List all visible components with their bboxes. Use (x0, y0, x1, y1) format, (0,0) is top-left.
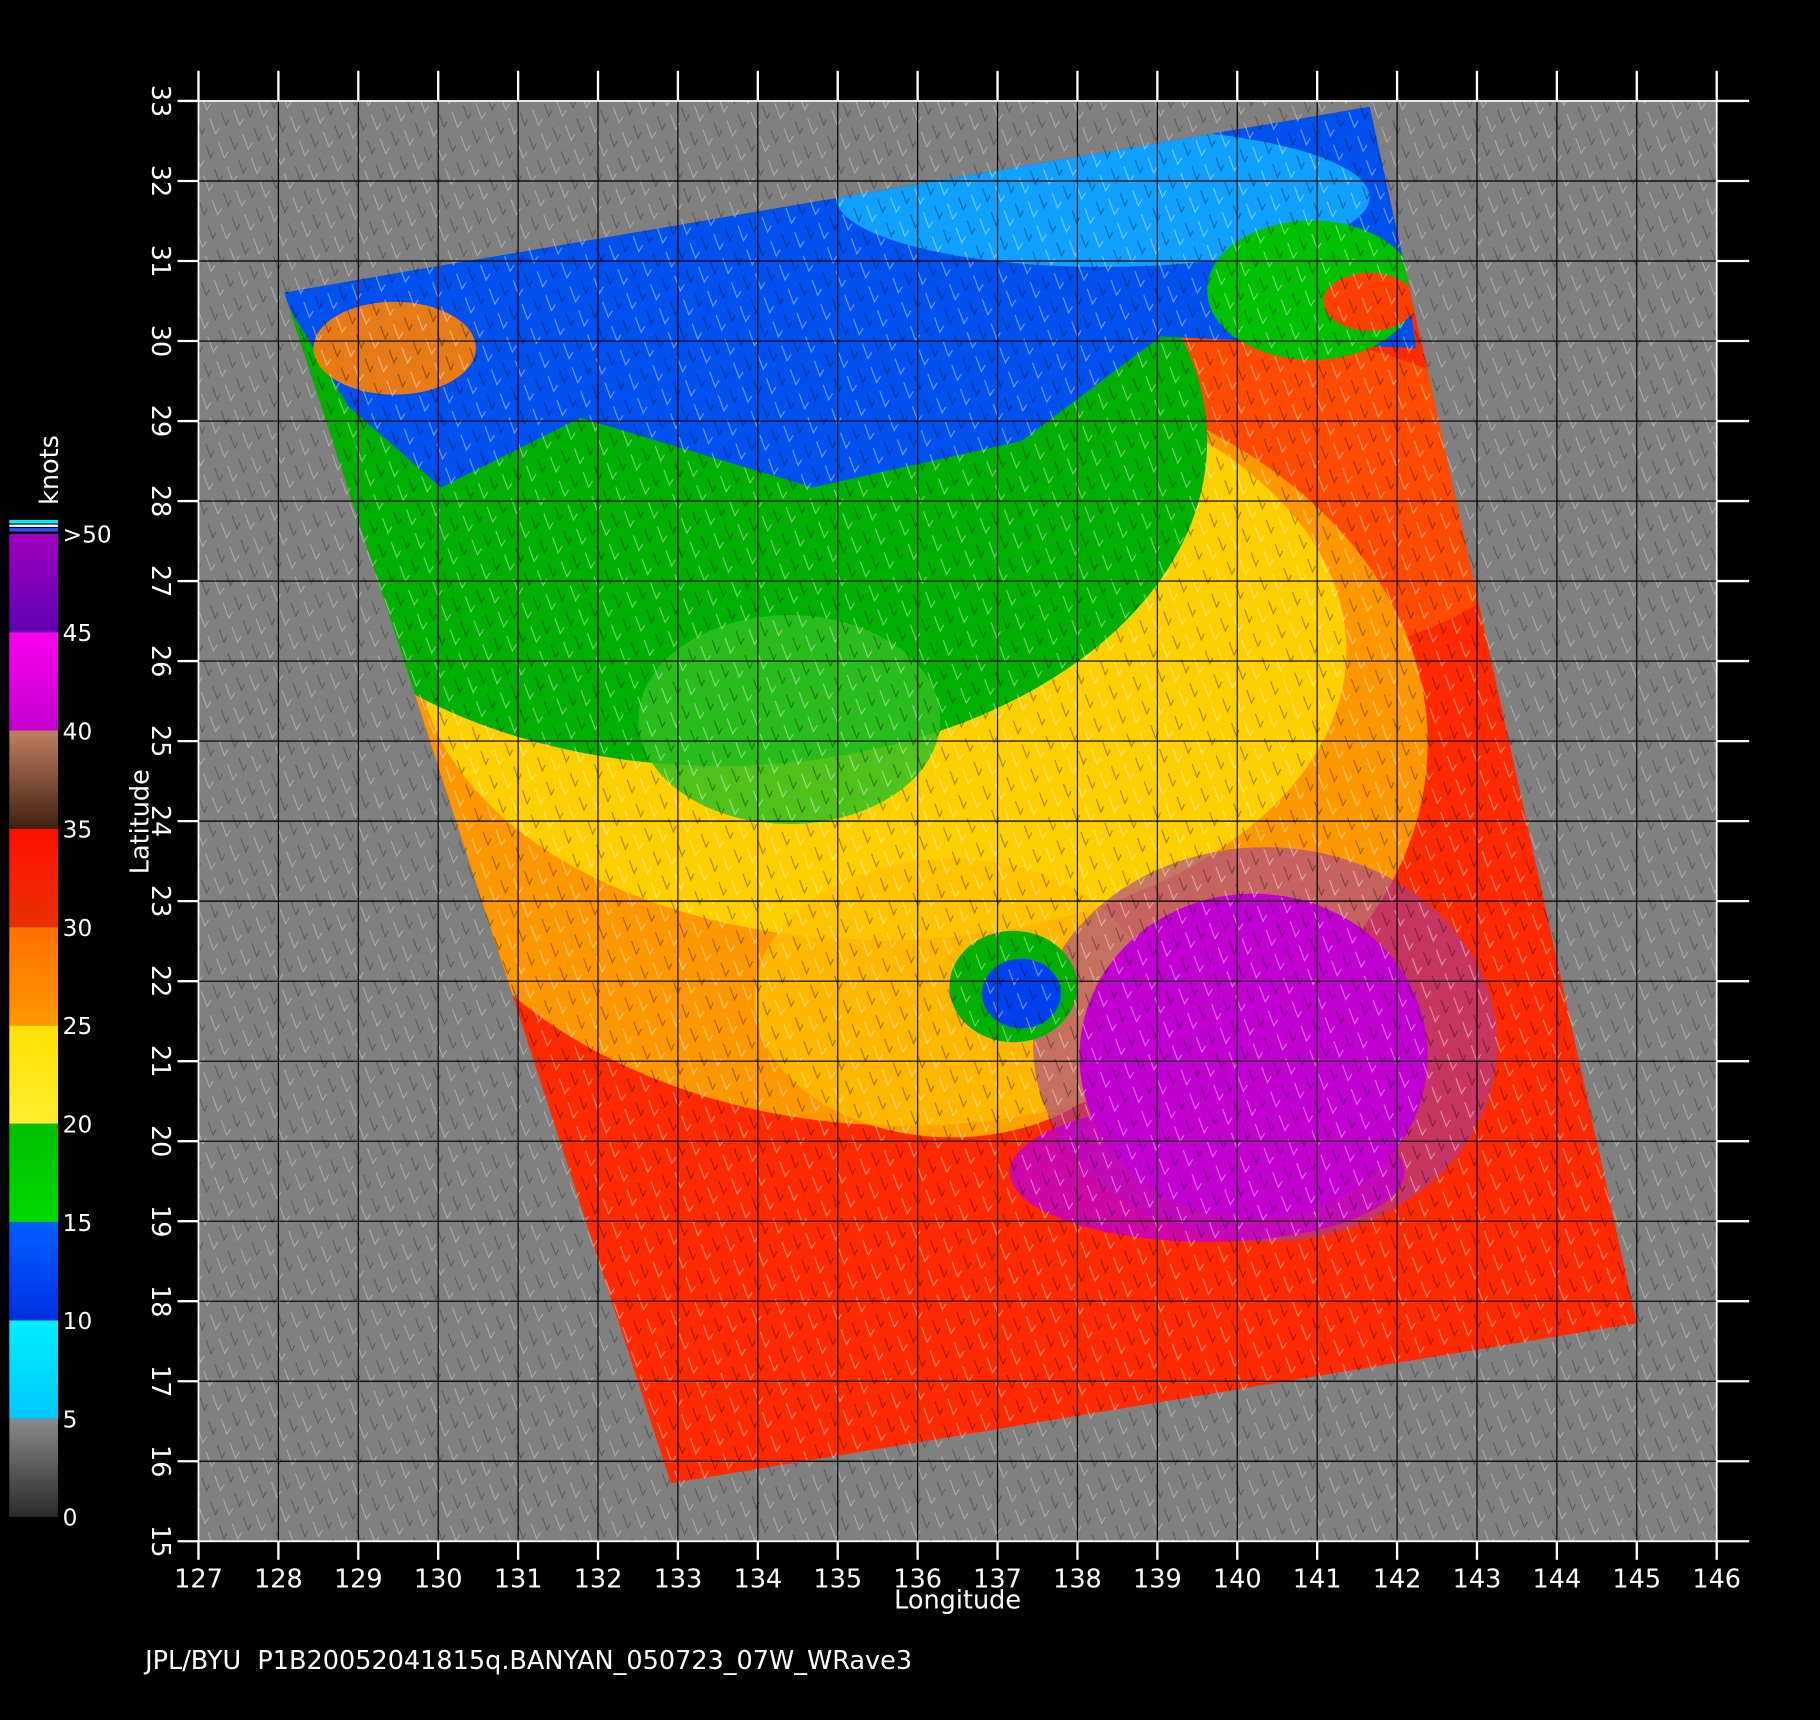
x-tick-label: 134 (733, 1565, 782, 1595)
footer: JPL/BYU P1B20052041815q.BANYAN_050723_07… (143, 1646, 912, 1676)
colorbar-segment (9, 1123, 59, 1222)
y-tick-label: 31 (145, 245, 175, 277)
x-tick-label: 128 (254, 1565, 303, 1595)
colorbar-segment (9, 1320, 59, 1419)
colorbar-segment (9, 1025, 59, 1124)
y-axis-label: Latitude (126, 769, 156, 874)
colorbar-segment (9, 730, 59, 829)
x-tick-label: 127 (174, 1565, 223, 1595)
y-tick-label: 30 (145, 325, 175, 357)
y-tick-label: 19 (145, 1205, 175, 1237)
colorbar-tick-label: 35 (63, 817, 93, 844)
x-tick-label: 135 (813, 1565, 862, 1595)
y-tick-label: 32 (145, 165, 175, 197)
x-tick-label: 133 (654, 1565, 703, 1595)
y-tick-label: 17 (145, 1365, 175, 1397)
y-tick-label: 25 (145, 725, 175, 757)
y-tick-label: 21 (145, 1045, 175, 1077)
x-tick-label: 143 (1453, 1565, 1502, 1595)
x-tick-label: 138 (1053, 1565, 1102, 1595)
colorbar-stripe (9, 524, 59, 527)
y-tick-label: 15 (145, 1525, 175, 1557)
y-tick-label: 24 (145, 805, 175, 837)
colorbar-segment (9, 1221, 59, 1321)
colorbar-tick-label: 40 (63, 718, 93, 745)
colorbar-tick-label: 10 (63, 1308, 93, 1335)
x-tick-label: 129 (334, 1565, 383, 1595)
x-tick-label: 142 (1373, 1565, 1422, 1595)
colorbar-stripe (9, 519, 59, 524)
colorbar-segment (9, 828, 59, 928)
y-tick-label: 33 (145, 85, 175, 117)
x-tick-label: 136 (893, 1565, 942, 1595)
colorbar-segment (9, 927, 59, 1026)
x-tick-label: 146 (1692, 1565, 1741, 1595)
colorbar-tick-label: 45 (63, 620, 93, 647)
x-tick-label: 144 (1533, 1565, 1582, 1595)
colorbar-tick-label: 20 (63, 1112, 93, 1139)
y-tick-label: 23 (145, 885, 175, 917)
colorbar-segment (9, 533, 59, 633)
x-tick-label: 141 (1293, 1565, 1342, 1595)
y-tick-label: 26 (145, 645, 175, 677)
colorbar-tick-label: >50 (63, 522, 112, 549)
y-tick-label: 20 (145, 1125, 175, 1157)
colorbar-segment (9, 1418, 59, 1517)
colorbar-segment (9, 632, 59, 731)
y-tick-label: 16 (145, 1445, 175, 1477)
y-tick-label: 27 (145, 565, 175, 597)
x-tick-label: 139 (1133, 1565, 1182, 1595)
y-tick-label: 18 (145, 1285, 175, 1317)
colorbar-stripe (9, 528, 59, 532)
x-axis-label: Longitude (894, 1586, 1021, 1616)
colorbar-tick-label: 0 (63, 1505, 78, 1532)
x-tick-label: 137 (973, 1565, 1022, 1595)
colorbar-title: knots (35, 435, 65, 505)
colorbar-tick-label: 15 (63, 1210, 93, 1237)
colorbar-tick-label: 30 (63, 915, 93, 942)
y-tick-label: 29 (145, 405, 175, 437)
colorbar-tick-label: 25 (63, 1013, 93, 1040)
x-tick-label: 130 (414, 1565, 463, 1595)
colorbar-tick-label: 5 (63, 1406, 78, 1433)
wind-swath (284, 106, 1637, 1484)
x-tick-label: 131 (494, 1565, 543, 1595)
x-tick-label: 132 (574, 1565, 623, 1595)
y-tick-label: 28 (145, 485, 175, 517)
x-tick-label: 140 (1213, 1565, 1262, 1595)
x-tick-label: 145 (1612, 1565, 1661, 1595)
y-tick-label: 22 (145, 965, 175, 997)
